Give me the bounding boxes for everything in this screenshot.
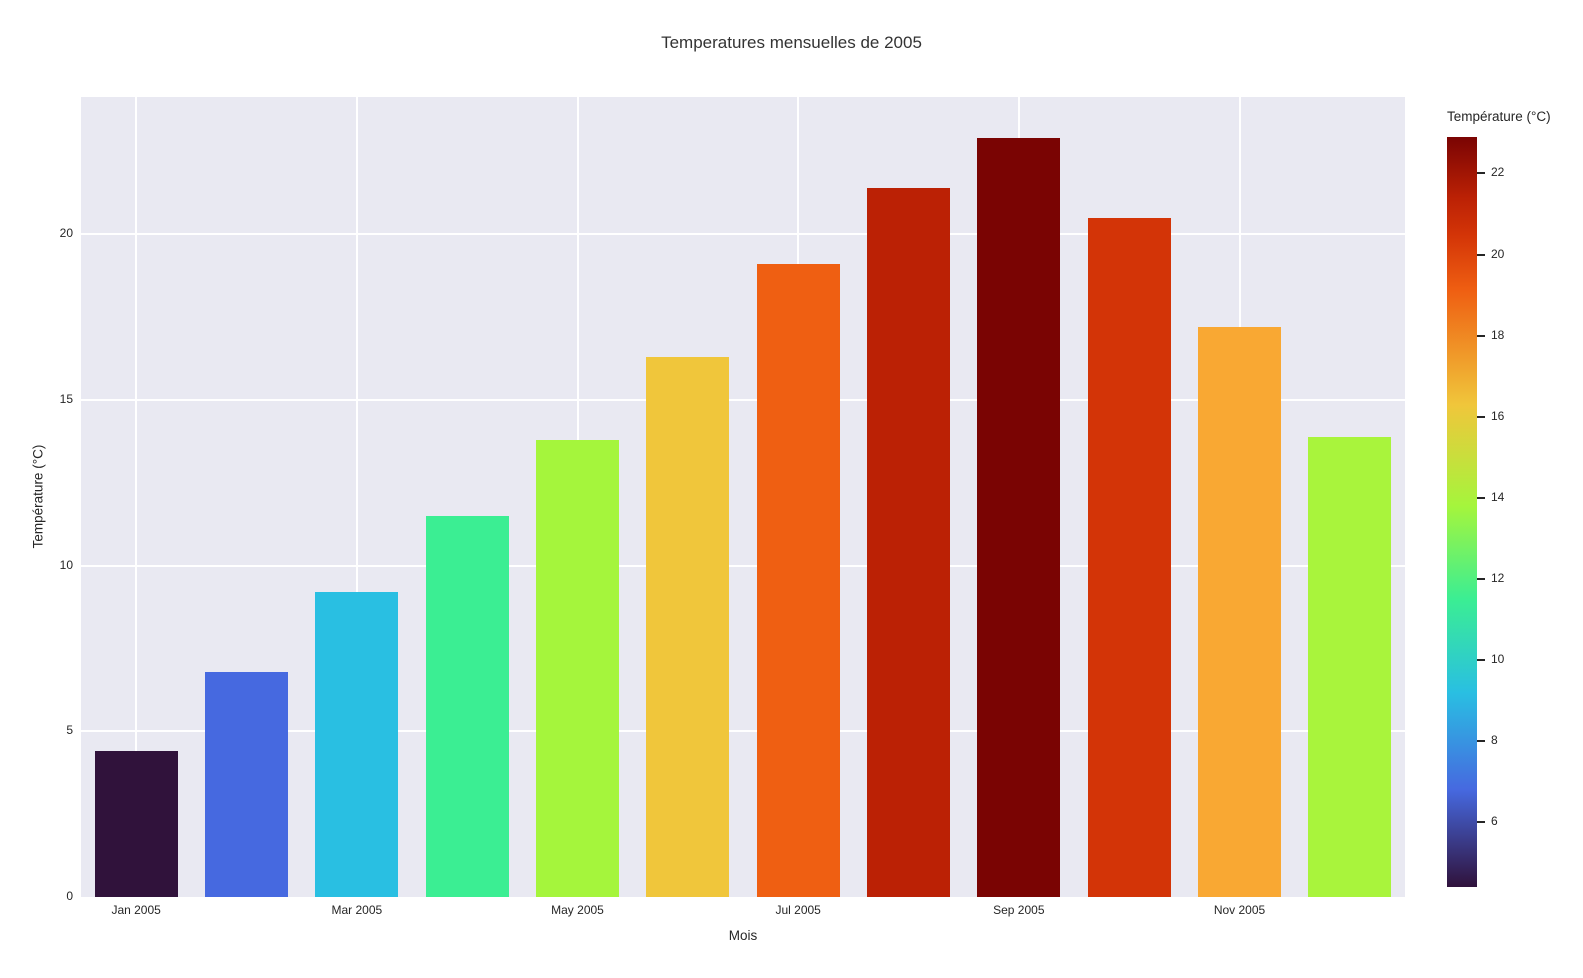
colorbar-tick-label-6: 6	[1491, 814, 1498, 829]
colorbar-tick-mark-14	[1477, 496, 1485, 499]
colorbar-tick-label-20: 20	[1491, 246, 1505, 261]
y-tick-label-10: 10	[59, 557, 73, 572]
gridline-vertical-mar-2005	[355, 97, 358, 897]
bar-jun-2005[interactable]	[646, 357, 730, 897]
bar-oct-2005[interactable]	[1087, 217, 1171, 897]
y-tick-label-0: 0	[66, 889, 73, 903]
colorbar-tick-label-10: 10	[1491, 651, 1505, 666]
x-tick-label-nov-2005: Nov 2005	[1213, 903, 1266, 917]
gridline-horizontal-20	[81, 233, 1405, 236]
colorbar-tick-label-12: 12	[1491, 570, 1505, 585]
bar-feb-2005[interactable]	[205, 671, 288, 897]
colorbar: 6 8 10 12 14 16 18 20 22	[1447, 137, 1504, 887]
bar-nov-2005[interactable]	[1198, 327, 1281, 897]
colorbar-tick-mark-18	[1477, 334, 1485, 337]
chart-title: Temperatures mensuelles de 2005	[661, 33, 922, 52]
colorbar-tick-mark-6	[1477, 821, 1485, 824]
colorbar-tick-mark-8	[1477, 740, 1485, 743]
bar-dec-2005[interactable]	[1308, 436, 1392, 897]
gridline-horizontal-5	[81, 730, 1405, 733]
colorbar-title: Température (°C)	[1447, 109, 1551, 124]
colorbar-gradient	[1447, 137, 1477, 887]
bar-sep-2005[interactable]	[977, 138, 1061, 897]
gridline-horizontal-15	[81, 399, 1405, 402]
colorbar-tick-label-16: 16	[1491, 408, 1505, 423]
x-tick-label-jan-2005: Jan 2005	[111, 903, 161, 917]
colorbar-tick-mark-22	[1477, 172, 1485, 175]
y-axis-title: Température (°C)	[30, 444, 46, 549]
colorbar-tick-label-8: 8	[1491, 733, 1498, 748]
gridline-horizontal-10	[81, 564, 1405, 567]
bar-jan-2005[interactable]	[94, 751, 178, 897]
colorbar-tick-mark-16	[1477, 415, 1485, 418]
x-tick-label-mar-2005: Mar 2005	[331, 903, 383, 917]
x-tick-label-may-2005: May 2005	[551, 903, 604, 917]
colorbar-tick-mark-20	[1477, 253, 1485, 256]
bar-aug-2005[interactable]	[867, 188, 950, 897]
y-tick-label-5: 5	[66, 723, 73, 738]
bar-may-2005[interactable]	[536, 439, 619, 897]
colorbar-tick-label-18: 18	[1491, 327, 1505, 342]
bar-mar-2005[interactable]	[315, 592, 399, 897]
colorbar-tick-mark-10	[1477, 658, 1485, 661]
bar-apr-2005[interactable]	[425, 516, 509, 897]
y-tick-label-15: 15	[59, 392, 73, 407]
bar-jul-2005[interactable]	[756, 264, 840, 897]
colorbar-tick-label-14: 14	[1491, 489, 1505, 504]
y-tick-label-20: 20	[59, 226, 73, 241]
x-tick-label-sep-2005: Sep 2005	[993, 903, 1045, 917]
x-tick-label-jul-2005: Jul 2005	[775, 903, 821, 917]
x-axis-title: Mois	[728, 928, 758, 943]
colorbar-tick-label-22: 22	[1491, 165, 1505, 180]
plot-area[interactable]	[81, 97, 1405, 897]
colorbar-tick-mark-12	[1477, 577, 1485, 580]
gridline-vertical-jan-2005	[135, 97, 138, 897]
